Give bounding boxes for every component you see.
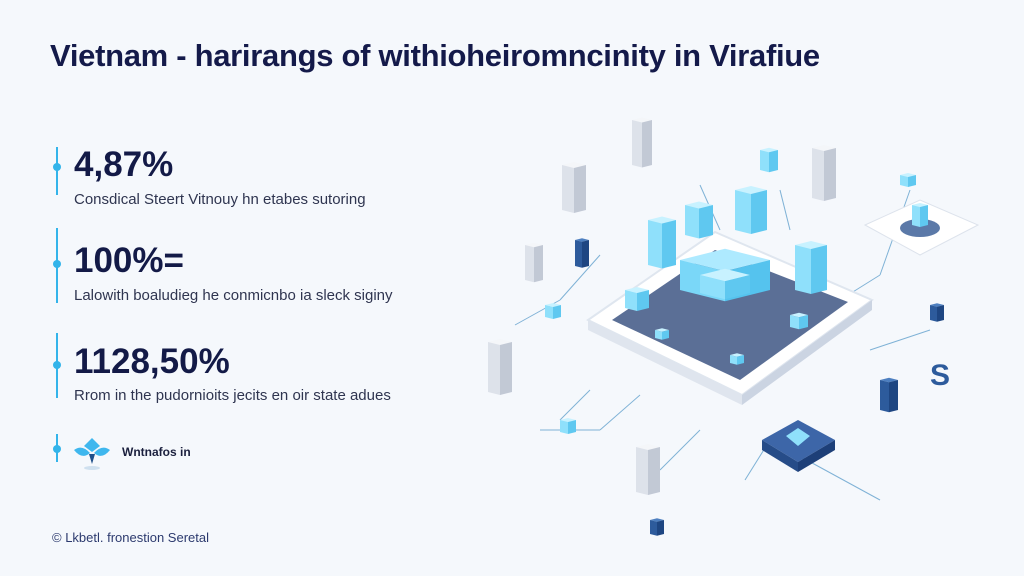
connector-line [869, 329, 931, 351]
glass-cube-right [662, 220, 676, 269]
stat-bullet [53, 361, 61, 369]
hex-base-side [762, 440, 798, 472]
stat-bullet [53, 163, 61, 171]
stat-value: 1128,50% [74, 342, 230, 381]
platform-surface [612, 250, 848, 380]
glass-cube-left [795, 245, 811, 294]
server-tower-left [632, 120, 642, 168]
server-tower-left [636, 447, 648, 495]
hex-base-side [798, 440, 835, 472]
side-glass-cube-left [912, 205, 920, 227]
server-tower-right [574, 165, 586, 213]
stat-bullet [53, 260, 61, 268]
glass-cube-left [655, 330, 662, 340]
glass-cube-left [900, 175, 908, 187]
glass-cube-right [799, 315, 808, 330]
connector-line [559, 389, 591, 421]
connector-line [559, 254, 601, 301]
connector-line [779, 189, 791, 231]
hex-gem [786, 428, 810, 446]
glass-cube-right [568, 420, 576, 434]
connector-line [599, 394, 641, 431]
s-shaped-icon: S [930, 359, 950, 392]
glass-cube-right [811, 245, 827, 294]
server-tower-left [562, 165, 574, 213]
stat-description: Lalowith boaludieg he conmicnbo ia sleck… [74, 287, 393, 304]
logo-label: Wntnafos in [122, 445, 191, 459]
platform-side [588, 320, 742, 405]
server-tower-right [824, 148, 836, 201]
stat-divider [56, 147, 58, 195]
navy-block-left [650, 520, 657, 536]
server-tower-right [534, 245, 543, 283]
navy-block-right [657, 520, 664, 536]
glass-cube-right [737, 355, 744, 365]
glass-cube-right [769, 150, 778, 173]
navy-block-left [880, 380, 889, 413]
glass-cube-left [545, 305, 553, 319]
glass-cube-left [790, 315, 799, 330]
glass-cube-left [760, 150, 769, 173]
stat-value: 100%= [74, 241, 184, 280]
glass-cube-right [553, 305, 561, 319]
server-tower-left [488, 342, 500, 395]
navy-block-right [889, 380, 898, 413]
glass-cube-right [699, 205, 713, 239]
page-title: Vietnam - harirangs of withioheiromncini… [50, 38, 820, 73]
glass-cube-left [625, 290, 637, 311]
logo-bullet [53, 445, 61, 453]
side-platform-pool [900, 219, 940, 237]
navy-block-left [575, 240, 582, 268]
connector-line [659, 429, 701, 471]
footer-credit: © Lkbetl. fronestion Seretal [52, 530, 209, 545]
stat-description: Consdical Steert Vitnouy hn etabes sutor… [74, 191, 366, 208]
glass-cube-left [560, 420, 568, 434]
server-tower-right [642, 120, 652, 168]
glass-cube-right [751, 190, 767, 234]
glass-cube-left [730, 355, 737, 365]
navy-block-right [582, 240, 589, 268]
glass-cube-right [637, 290, 649, 311]
lotus-logo-icon [74, 438, 110, 470]
stat-value: 4,87% [74, 145, 174, 184]
server-tower-right [648, 447, 660, 495]
platform-side [742, 300, 872, 405]
server-tower-right [500, 342, 512, 395]
side-glass-cube-right [920, 205, 928, 227]
server-tower-left [812, 148, 824, 201]
navy-block-right [937, 305, 944, 322]
glass-cube-right [662, 330, 669, 340]
navy-block-left [930, 305, 937, 322]
stat-description: Rrom in the pudornioits jecits en oir st… [74, 387, 391, 404]
glass-cube-left [685, 205, 699, 239]
glass-cube-left [648, 220, 662, 269]
server-tower-left [525, 245, 534, 283]
glass-cube-right [908, 175, 916, 187]
glass-cube-left [735, 190, 751, 234]
center-cube-left [700, 275, 725, 300]
center-cube-right [725, 275, 750, 300]
